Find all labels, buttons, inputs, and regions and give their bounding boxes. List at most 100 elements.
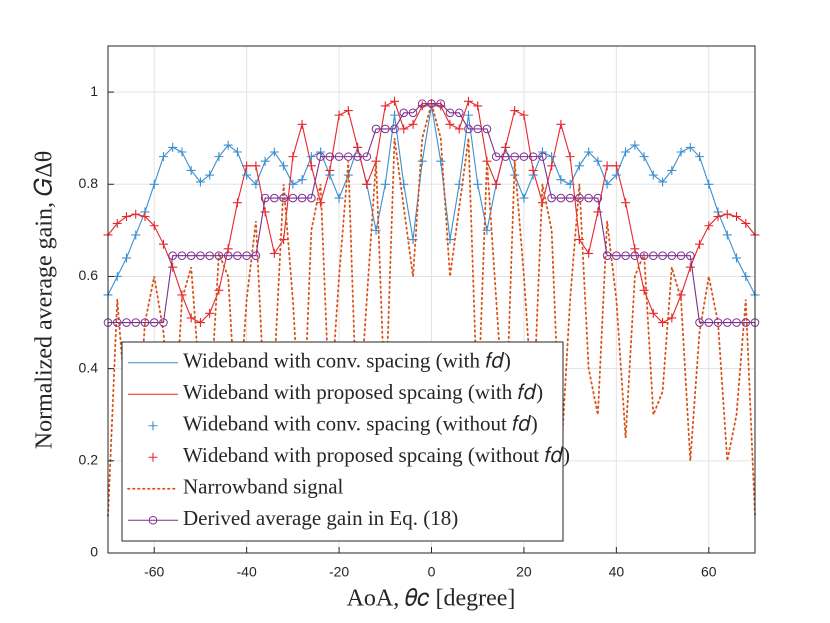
plus-marker (491, 179, 501, 189)
circle-marker (362, 152, 372, 161)
circle-marker (371, 124, 381, 134)
legend-label: Wideband with conv. spacing (without 𝑓𝑑) (183, 412, 538, 436)
plus-marker (205, 308, 215, 318)
circle-marker (556, 193, 566, 203)
circle-marker (519, 152, 529, 161)
circle-marker (316, 152, 325, 161)
plus-marker (676, 147, 686, 157)
plus-marker (316, 147, 326, 157)
plus-marker (131, 209, 141, 219)
x-axis-label: AoA, 𝜃𝑐 [degree] (347, 586, 516, 612)
legend-label: Wideband with proposed spcaing (with 𝑓𝑑) (183, 380, 543, 404)
plus-marker (639, 285, 649, 295)
circle-marker (112, 318, 122, 327)
plus-marker (242, 170, 252, 180)
plus-marker (232, 147, 242, 157)
plus-marker (269, 248, 279, 258)
circle-marker (584, 193, 593, 203)
plot-area (103, 96, 760, 518)
plus-marker (232, 198, 242, 208)
plus-marker (148, 452, 158, 462)
circle-marker (686, 251, 695, 261)
plus-marker (584, 147, 594, 157)
circle-marker (704, 318, 714, 327)
plus-marker (445, 119, 455, 129)
plus-marker (251, 161, 261, 171)
circle-marker (436, 99, 446, 108)
plus-marker (168, 262, 178, 272)
plus-marker (436, 156, 446, 166)
plus-marker (454, 124, 464, 134)
plus-marker (251, 179, 261, 189)
plus-marker (565, 152, 575, 162)
circle-marker (344, 152, 353, 161)
plus-marker (334, 193, 344, 203)
plus-marker (288, 179, 298, 189)
series-line (108, 103, 755, 324)
plus-marker (112, 271, 122, 281)
plus-marker (704, 221, 714, 231)
circle-marker (334, 152, 344, 161)
x-tick-label: 40 (609, 564, 625, 580)
plus-marker (547, 161, 557, 171)
circle-marker (297, 193, 307, 203)
plus-marker (334, 110, 344, 120)
plus-marker (148, 421, 158, 431)
plus-marker (611, 170, 621, 180)
plus-marker (732, 212, 742, 222)
plus-marker (658, 318, 668, 328)
plus-marker (463, 110, 473, 120)
circle-marker (177, 251, 187, 261)
plus-marker (528, 165, 538, 175)
plus-marker (741, 271, 751, 281)
circle-marker (186, 251, 196, 261)
circle-marker (722, 318, 732, 327)
circle-marker (417, 99, 427, 108)
plus-marker (639, 152, 649, 162)
circle-marker (288, 193, 298, 203)
x-tick-label: -40 (237, 564, 257, 580)
plus-marker (297, 175, 307, 185)
plus-marker (574, 161, 584, 171)
plus-marker (195, 318, 205, 328)
plus-marker (741, 218, 751, 228)
plus-marker (417, 156, 427, 166)
plus-marker (621, 147, 631, 157)
x-tick-label: -20 (329, 564, 349, 580)
plus-marker (177, 147, 187, 157)
circle-marker (196, 251, 205, 261)
plus-marker (297, 119, 307, 129)
circle-marker (649, 251, 658, 261)
x-tick-label: 0 (428, 564, 436, 580)
legend-label: Wideband with proposed spcaing (without … (183, 443, 570, 467)
circle-marker (491, 152, 501, 161)
circle-marker (473, 124, 483, 134)
plus-marker (695, 239, 705, 249)
plus-marker (565, 179, 575, 189)
circle-marker (454, 108, 464, 118)
x-tick-label: 60 (701, 564, 717, 580)
circle-marker (630, 251, 640, 261)
plus-marker (611, 161, 621, 171)
circle-marker (482, 124, 492, 134)
circle-marker (140, 318, 150, 327)
series-line (107, 100, 756, 518)
y-tick-label: 0 (90, 544, 98, 560)
circle-marker (621, 251, 630, 261)
plus-marker (399, 124, 409, 134)
plus-marker (547, 152, 557, 162)
y-tick-label: 0.4 (79, 359, 99, 375)
plus-marker (306, 161, 316, 171)
plus-marker (131, 230, 141, 240)
y-tick-label: 0.6 (79, 267, 99, 283)
plus-marker (380, 101, 390, 111)
circle-marker (242, 251, 251, 261)
plus-marker (371, 225, 381, 235)
plus-marker (353, 142, 363, 152)
plus-marker (408, 119, 418, 129)
plus-marker (519, 193, 529, 203)
circle-marker (593, 193, 603, 203)
legend-label: Wideband with conv. spacing (with 𝑓𝑑) (183, 349, 511, 373)
plus-marker (195, 177, 205, 187)
